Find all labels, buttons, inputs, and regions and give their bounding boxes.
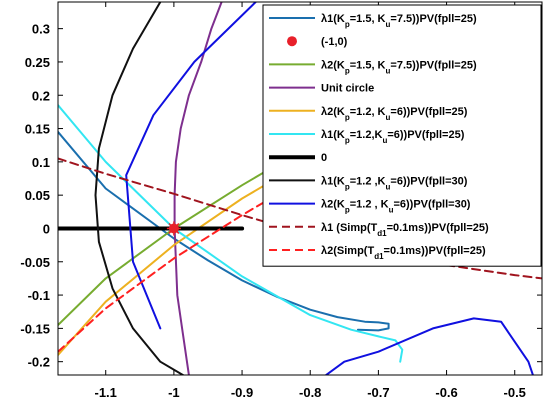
plot-frame [57, 1, 543, 376]
series-line-7 [94, 2, 185, 375]
legend-entry: λ1(Kp=1.2,Ku=6))PV(fpll=25) [269, 129, 465, 145]
legend-label: λ1 (Simp(Td1=0.1ms))PV(fpll=25) [321, 222, 489, 238]
legend-entry: λ2(Kp=1.2, Ku=6))PV(fpll=25) [269, 106, 468, 122]
legend-entry: λ1(Kp=1.5, Ku=7.5))PV(fpll=25) [269, 13, 477, 29]
y-tick-label: 0.2 [32, 88, 50, 103]
y-tick-label: 0.1 [32, 155, 50, 170]
y-axis-ticks: -0.2 -0.15 -0.1 -0.05 0 0.05 0.1 0.15 0.2 0.25 0.3 [20, 22, 542, 370]
legend-label: λ1(Kp=1.2,Ku=6))PV(fpll=25) [321, 129, 465, 145]
series-line-11 [58, 194, 278, 353]
legend-label: λ2(Simp(Td1=0.1ms))PV(fpll=25) [321, 245, 486, 261]
x-tick-label: -1.1 [95, 385, 117, 400]
legend-label: λ1(Kp=1.5, Ku=7.5))PV(fpll=25) [321, 13, 477, 29]
legend-box [262, 4, 542, 267]
legend-marker [287, 36, 297, 47]
x-tick-label: -0.6 [435, 385, 457, 400]
legend-label: λ1(Kp=1.2 ,Ku=6))PV(fpll=30) [321, 175, 468, 191]
legend-entry: (-1,0) [287, 36, 348, 48]
series-line-8 [125, 2, 257, 330]
legend-entry: λ1(Kp=1.2 ,Ku=6))PV(fpll=30) [269, 175, 468, 191]
y-tick-label: -0.05 [20, 255, 50, 270]
y-tick-label: 0.05 [25, 188, 50, 203]
legend-label: Unit circle [321, 83, 374, 95]
legend-entry: 0 [269, 152, 327, 164]
legend: λ1(Kp=1.5, Ku=7.5))PV(fpll=25) (-1,0) λ2(K… [262, 4, 542, 267]
legend-entry: λ2(Kp=1.5, Ku=7.5))PV(fpll=25) [269, 59, 477, 75]
legend-label: λ2(Kp=1.2, Ku=6))PV(fpll=25) [321, 106, 468, 122]
x-tick-label: -0.7 [367, 385, 389, 400]
legend-label: (-1,0) [321, 36, 348, 48]
legend-entry: λ1 (Simp(Td1=0.1ms))PV(fpll=25) [269, 222, 489, 238]
y-tick-label: 0.25 [25, 55, 50, 70]
series-line-5 [58, 104, 404, 363]
y-tick-label: -0.2 [28, 355, 50, 370]
y-tick-label: 0.3 [32, 22, 50, 37]
legend-entry: Unit circle [269, 83, 374, 95]
x-tick-label: -0.5 [504, 385, 526, 400]
legend-label: λ2(Kp=1.2 , Ku=6))PV(fpll=30) [321, 199, 471, 215]
y-tick-label: 0 [43, 221, 50, 236]
x-axis-ticks: -1.1 -1 -0.9 -0.8 -0.7 -0.6 -0.5 [95, 2, 526, 400]
critical-point-marker [166, 221, 181, 236]
series-line-9 [324, 317, 534, 375]
legend-label: λ2(Kp=1.5, Ku=7.5))PV(fpll=25) [321, 59, 477, 75]
legend-label: 0 [321, 152, 327, 164]
x-tick-label: -0.8 [299, 385, 321, 400]
x-tick-label: -1 [168, 385, 180, 400]
y-tick-label: 0.15 [25, 122, 50, 137]
legend-entry: λ2(Simp(Td1=0.1ms))PV(fpll=25) [269, 245, 486, 261]
x-tick-label: -0.9 [231, 385, 253, 400]
y-tick-label: -0.1 [28, 288, 50, 303]
y-tick-label: -0.15 [20, 321, 50, 336]
legend-entry: λ2(Kp=1.2 , Ku=6))PV(fpll=30) [269, 199, 471, 215]
